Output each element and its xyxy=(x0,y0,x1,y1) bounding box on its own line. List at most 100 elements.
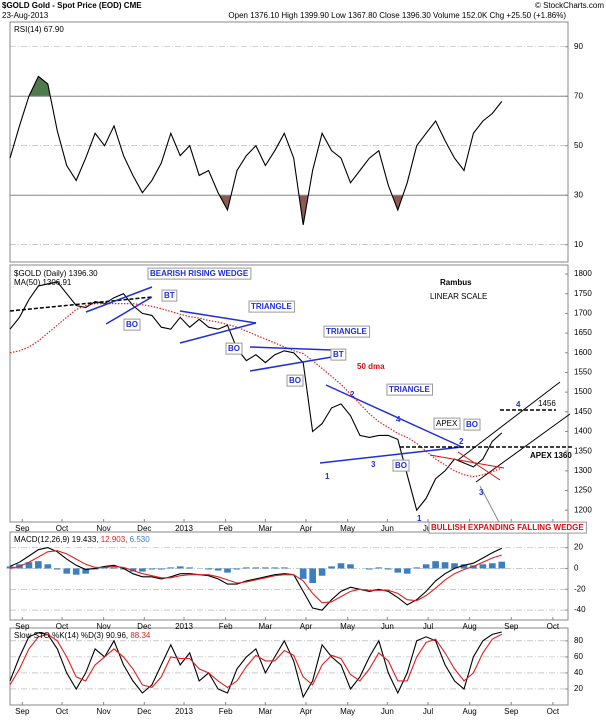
x-tick-label: Feb xyxy=(219,622,233,631)
histogram-bar xyxy=(432,561,439,569)
histogram-bar xyxy=(214,568,222,571)
histogram-bar xyxy=(328,566,335,569)
histogram-bar xyxy=(35,561,42,569)
y-tick-label: 1700 xyxy=(574,309,592,318)
panel-frame xyxy=(9,531,569,621)
annotation: BULLISH EXPANDING FALLING WEDGE xyxy=(431,523,584,532)
annotation-box xyxy=(147,267,252,280)
histogram-bar xyxy=(479,564,487,569)
annotation-box xyxy=(248,300,296,313)
x-tick-label: Oct xyxy=(547,707,560,716)
x-tick-label: Mar xyxy=(258,622,272,631)
x-tick-label: Dec xyxy=(137,524,151,533)
histogram-bar xyxy=(451,563,458,569)
y-tick-label: 20 xyxy=(574,684,583,693)
x-tick-label: Sep xyxy=(15,524,30,533)
x-tick-label: Oct xyxy=(56,524,69,533)
histogram-bar xyxy=(205,568,212,570)
histogram-bar xyxy=(271,567,279,569)
legend-entry: 12.903, xyxy=(101,535,128,544)
x-tick-label: May xyxy=(340,524,355,533)
annotation-box xyxy=(392,459,410,472)
x-tick-label: Aug xyxy=(463,622,477,631)
panel-frame xyxy=(9,21,569,263)
annotation: BO xyxy=(466,420,478,429)
y-tick-label: 20 xyxy=(574,543,583,552)
annotation: BO xyxy=(395,461,407,470)
histogram-bar xyxy=(53,568,61,570)
annotations: BEARISH RISING WEDGE BT BO TRIANGLE BO T… xyxy=(123,267,587,534)
annotation: APEX xyxy=(436,419,458,428)
y-tick-label: 50 xyxy=(574,141,583,150)
y-tick-label: 10 xyxy=(574,240,583,249)
annotation: APEX 1360 xyxy=(530,451,572,460)
x-tick-label: Jun xyxy=(381,622,394,631)
source: © StockCharts.com xyxy=(535,1,604,10)
annotation: TRIANGLE xyxy=(326,327,368,336)
annotation: 3 xyxy=(371,460,376,469)
title: $GOLD Gold - Spot Price (EOD) CME xyxy=(2,1,142,10)
histogram-bar xyxy=(72,568,80,575)
annotation: 4 xyxy=(516,400,521,409)
histogram-bar xyxy=(252,567,260,569)
histogram-bar xyxy=(186,567,194,569)
series-line xyxy=(9,633,503,689)
x-tick-label: Feb xyxy=(219,707,233,716)
histogram-bar xyxy=(403,568,411,574)
legend: RSI(14) 67.90 xyxy=(14,25,64,34)
annotation: BO xyxy=(289,376,301,385)
y-tick-label: 0 xyxy=(574,564,579,573)
histogram-bar xyxy=(413,567,420,569)
y-tick-label: 1400 xyxy=(574,427,592,436)
histogram-bar xyxy=(262,567,269,569)
x-tick-label: Oct xyxy=(56,707,69,716)
annotation-box xyxy=(463,418,481,431)
histogram-bar xyxy=(176,566,184,569)
legend-entry: MACD(12,26,9) 19.433, xyxy=(14,535,99,544)
annotation: Rambus xyxy=(440,278,472,287)
histogram-bar xyxy=(394,568,402,573)
annotation: 2 xyxy=(459,437,464,446)
x-tick-label: Nov xyxy=(97,622,111,631)
x-tick-label: 2013 xyxy=(175,622,193,631)
annotation-box xyxy=(386,383,434,396)
x-tick-label: Nov xyxy=(97,524,111,533)
annotation-box xyxy=(433,417,461,430)
annotation: 3 xyxy=(479,488,484,497)
histogram-bar xyxy=(460,564,468,569)
annotation: BO xyxy=(126,320,138,329)
x-tick-label: Oct xyxy=(547,622,560,631)
annotation-box xyxy=(323,325,371,338)
series-line xyxy=(9,550,502,604)
annotation: 50 dma xyxy=(357,362,385,371)
histogram-bar xyxy=(299,568,307,579)
x-tick-label: Aug xyxy=(463,707,477,716)
histogram-bar xyxy=(167,567,175,569)
annotation: BT xyxy=(164,291,175,300)
x-tick-label: Mar xyxy=(258,707,272,716)
y-tick-label: 1450 xyxy=(574,407,592,416)
legend: Slow STO %K(14) %D(3) 90.96, 88.34 xyxy=(14,631,151,640)
y-tick-label: 1650 xyxy=(574,328,592,337)
y-tick-label: 1550 xyxy=(574,368,592,377)
x-tick-label: Feb xyxy=(219,524,233,533)
histogram-bar xyxy=(6,566,14,569)
y-tick-label: 60 xyxy=(574,652,583,661)
annotation: 4 xyxy=(396,415,401,424)
histogram-bar xyxy=(441,562,449,569)
series-line xyxy=(9,631,502,699)
histogram-bar xyxy=(148,568,156,570)
annotation: TRIANGLE xyxy=(251,302,293,311)
series-line xyxy=(9,75,503,225)
annotation: BT xyxy=(333,350,344,359)
x-tick-label: Jun xyxy=(381,524,394,533)
histogram-bar xyxy=(498,561,506,569)
histogram-bar xyxy=(110,567,118,569)
histogram-bar xyxy=(309,568,316,584)
histogram-bar xyxy=(366,568,373,570)
annotation: LINEAR SCALE xyxy=(430,292,487,301)
annotation: 2 xyxy=(350,390,355,399)
x-tick-label: Jul xyxy=(423,622,433,631)
